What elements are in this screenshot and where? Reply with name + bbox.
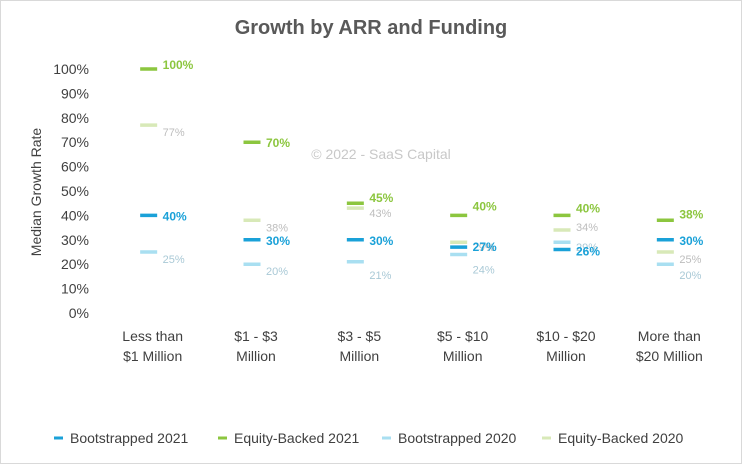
y-tick-label: 100% [53,61,89,77]
data-label-bootstrapped-2020: 20% [679,270,701,282]
data-label-equity-backed-2021: 45% [369,191,393,205]
data-label-bootstrapped-2021: 30% [369,234,393,248]
data-label-equity-backed-2021: 38% [679,207,703,221]
data-label-bootstrapped-2021: 40% [163,209,187,223]
growth-chart: Growth by ARR and Funding © 2022 - SaaS … [1,1,742,465]
x-tick-label: $3 - $5 [338,328,382,344]
data-label-equity-backed-2021: 40% [473,199,497,213]
x-tick-label: $20 Million [636,348,703,364]
data-label-equity-backed-2021: 100% [163,58,194,72]
y-tick-label: 70% [61,134,89,150]
data-label-bootstrapped-2020: 25% [163,254,185,266]
chart-title: Growth by ARR and Funding [235,17,508,39]
y-tick-label: 20% [61,256,89,272]
x-tick-label: Million [546,348,586,364]
y-tick-label: 30% [61,232,89,248]
x-tick-label: Million [236,348,276,364]
x-tick-label: More than [638,328,701,344]
y-tick-label: 0% [69,305,89,321]
data-label-bootstrapped-2020: 20% [266,266,288,278]
legend-label-equity-backed-2020: Equity-Backed 2020 [558,430,684,446]
data-label-equity-backed-2021: 40% [576,201,600,215]
data-label-bootstrapped-2020: 21% [369,270,391,282]
chart-frame: Growth by ARR and Funding © 2022 - SaaS … [0,0,742,464]
x-tick-label: $5 - $10 [437,328,489,344]
data-label-equity-backed-2020: 43% [369,208,391,220]
data-label-equity-backed-2020: 34% [576,222,598,234]
data-label-bootstrapped-2021: 30% [679,234,703,248]
data-label-bootstrapped-2021: 30% [266,234,290,248]
x-tick-label: $10 - $20 [536,328,595,344]
data-label-equity-backed-2020: 38% [266,222,288,234]
x-tick-label: Million [339,348,379,364]
data-label-equity-backed-2020: 25% [679,254,701,266]
legend-label-bootstrapped-2021: Bootstrapped 2021 [70,430,189,446]
y-tick-label: 10% [61,281,89,297]
y-tick-label: 40% [61,207,89,223]
legend-label-bootstrapped-2020: Bootstrapped 2020 [398,430,517,446]
data-label-bootstrapped-2021: 26% [576,245,600,259]
x-tick-label: $1 - $3 [234,328,278,344]
legend-label-equity-backed-2021: Equity-Backed 2021 [234,430,360,446]
y-tick-label: 90% [61,85,89,101]
x-tick-label: Less than [122,328,183,344]
y-tick-label: 60% [61,159,89,175]
watermark: © 2022 - SaaS Capital [311,146,451,162]
y-tick-label: 80% [61,110,89,126]
x-tick-label: $1 Million [123,348,182,364]
data-label-bootstrapped-2020: 24% [473,264,495,276]
data-label-bootstrapped-2021: 27% [473,240,497,254]
y-tick-label: 50% [61,183,89,199]
x-tick-label: Million [443,348,483,364]
data-label-equity-backed-2020: 77% [163,127,185,139]
data-label-equity-backed-2021: 70% [266,136,290,150]
y-axis-label: Median Growth Rate [28,128,44,257]
